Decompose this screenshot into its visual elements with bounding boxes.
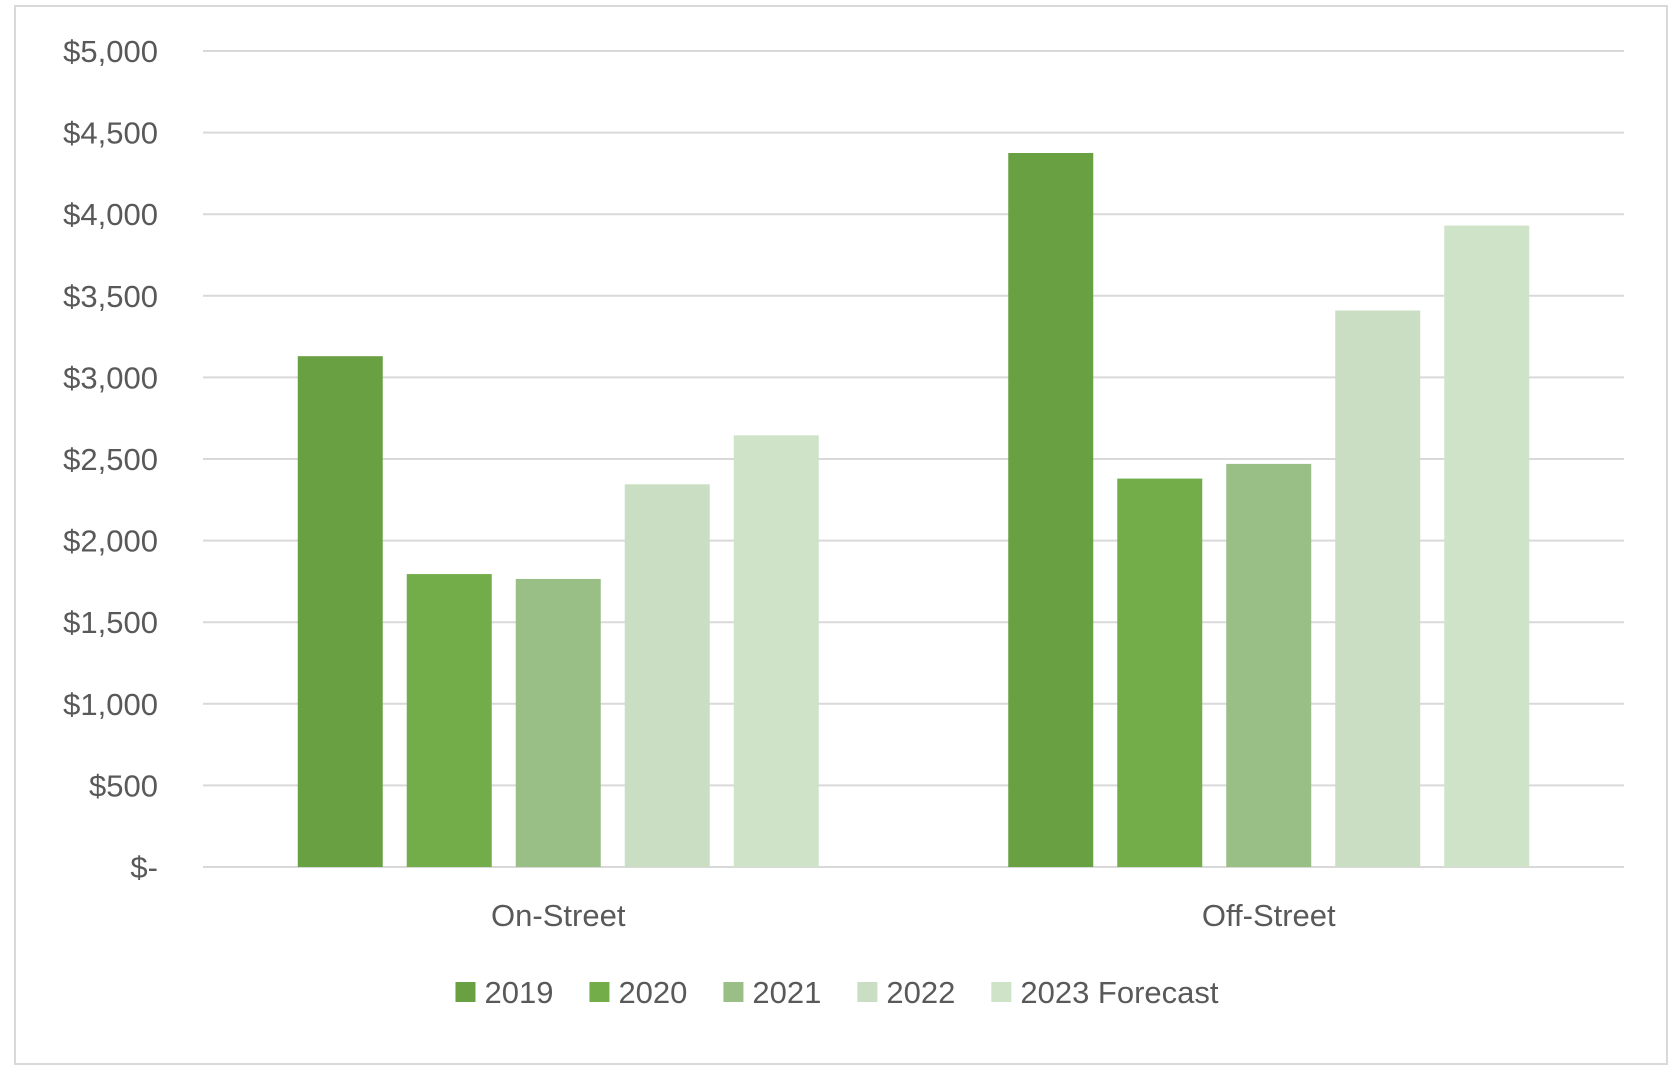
bar-on-street-2019 (297, 356, 383, 867)
legend: 2019 2020 2021 2022 2023 Forecast (455, 975, 1219, 1010)
legend-item: 2022 (857, 975, 955, 1010)
y-tick-label: $1,500 (63, 605, 158, 640)
legend-swatch (723, 982, 744, 1002)
y-tick-label: $3,000 (63, 360, 158, 395)
y-tick-label: $2,000 (63, 524, 158, 559)
legend-item: 2021 (723, 975, 821, 1010)
x-axis-category-labels: On-Street Off-Street (491, 898, 1336, 933)
bar-off-street-2020 (1117, 478, 1203, 867)
legend-label: 2023 Forecast (1020, 975, 1219, 1010)
legend-item: 2019 (455, 975, 553, 1010)
bar-on-street-2021 (515, 578, 601, 867)
legend-item: 2020 (589, 975, 687, 1010)
y-tick-label: $5,000 (63, 34, 158, 69)
y-axis-tick-labels: $- $500 $1,000 $1,500 $2,000 $2,500 $3,000 $3,5… (63, 34, 158, 885)
legend-swatch (589, 982, 610, 1002)
x-category-label: On-Street (491, 898, 626, 933)
bar-on-street-2022 (624, 484, 710, 867)
legend-swatch (455, 982, 476, 1002)
bar-off-street-2019 (1008, 153, 1094, 867)
y-tick-label: $4,000 (63, 197, 158, 232)
x-category-label: Off-Street (1202, 898, 1336, 933)
legend-swatch (857, 982, 878, 1002)
y-tick-label: $2,500 (63, 442, 158, 477)
legend-item: 2023 Forecast (991, 975, 1219, 1010)
bar-on-street-2020 (406, 574, 492, 867)
y-tick-label: $4,500 (63, 116, 158, 151)
legend-label: 2021 (752, 975, 821, 1010)
bar-off-street-2023-forecast (1444, 225, 1530, 867)
legend-label: 2019 (484, 975, 553, 1010)
y-tick-label: $500 (89, 768, 158, 803)
y-tick-label: $- (130, 850, 158, 885)
bar-on-street-2023-forecast (733, 435, 819, 867)
legend-label: 2022 (886, 975, 955, 1010)
y-tick-label: $1,000 (63, 687, 158, 722)
bar-off-street-2021 (1226, 463, 1312, 867)
y-tick-label: $3,500 (63, 279, 158, 314)
legend-swatch (991, 982, 1012, 1002)
bar-off-street-2022 (1335, 310, 1421, 867)
bars (297, 153, 1530, 867)
legend-label: 2020 (618, 975, 687, 1010)
